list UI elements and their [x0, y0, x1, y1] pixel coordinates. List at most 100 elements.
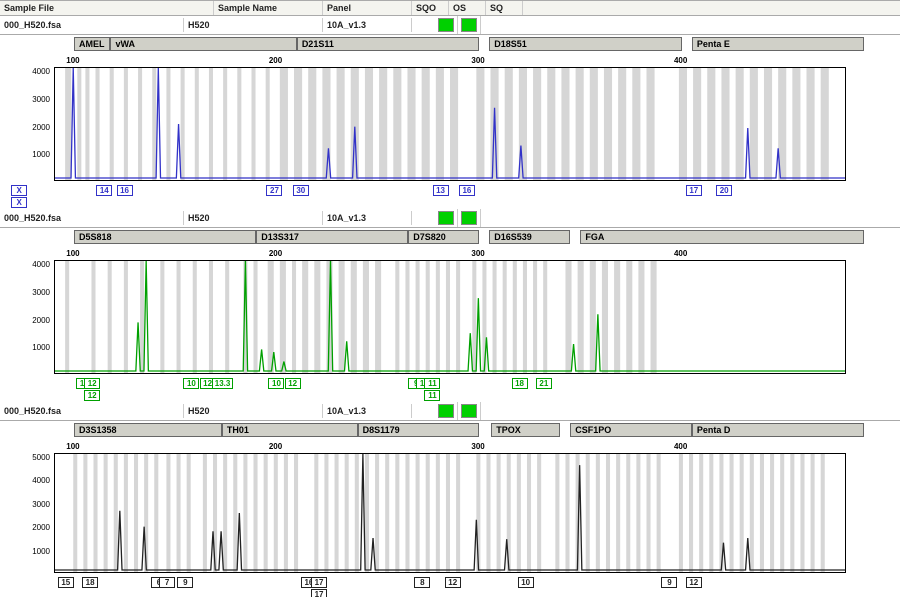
locus-vWA[interactable]: vWA	[110, 37, 296, 51]
x-tick: 200	[269, 249, 282, 258]
y-tick: 3000	[32, 95, 50, 104]
plot-container: 50004000300020001000	[0, 453, 900, 577]
allele-call[interactable]: 17	[311, 577, 327, 588]
y-tick: 3000	[32, 288, 50, 297]
sq-cell	[458, 16, 481, 34]
allele-call[interactable]: 30	[293, 185, 309, 196]
allele-row: X 14 16 27 30 13 16 17 20 X	[0, 185, 898, 209]
allele-call[interactable]: 16	[117, 185, 133, 196]
locus-row: D3S1358TH01D8S1179 TPOX CSF1POPenta D	[0, 421, 900, 441]
locus-AMEL[interactable]: AMEL	[74, 37, 110, 51]
panel-cell: 10A_v1.3	[323, 404, 412, 418]
locus-TH01[interactable]: TH01	[222, 423, 358, 437]
allele-call[interactable]: 8	[414, 577, 430, 588]
locus-D16S539[interactable]: D16S539	[489, 230, 570, 244]
allele-call[interactable]: X	[11, 185, 27, 196]
allele-call[interactable]: 12	[84, 378, 100, 389]
sample-cell: H520	[184, 404, 323, 418]
y-axis: 4000 3000 2000 1000	[20, 67, 50, 179]
allele-call[interactable]: X	[11, 197, 27, 208]
col-sq: SQ	[486, 1, 523, 15]
locus-D5S818[interactable]: D5S818	[74, 230, 256, 244]
allele-call[interactable]: 20	[716, 185, 732, 196]
y-tick: 3000	[32, 500, 50, 509]
allele-row: 1112101213.310129101118211211	[0, 378, 898, 402]
x-tick: 100	[66, 56, 79, 65]
sq-indicator	[461, 404, 477, 418]
x-tick: 100	[66, 442, 79, 451]
allele-call[interactable]: 12	[445, 577, 461, 588]
allele-call[interactable]: 14	[96, 185, 112, 196]
os-indicator	[438, 18, 454, 32]
x-tick: 300	[471, 249, 484, 258]
locus-D7S820[interactable]: D7S820	[408, 230, 479, 244]
allele-call[interactable]: 12	[686, 577, 702, 588]
allele-call[interactable]: 18	[512, 378, 528, 389]
allele-call[interactable]: 9	[661, 577, 677, 588]
root: Sample File Sample Name Panel SQO OS SQ …	[0, 0, 900, 597]
panel-0: 000_H520.fsa H520 10A_v1.3 AMELvWAD21S11…	[0, 16, 900, 209]
allele-call[interactable]: 10	[268, 378, 284, 389]
y-tick: 4000	[32, 260, 50, 269]
y-tick: 1000	[32, 547, 50, 556]
os-indicator	[438, 211, 454, 225]
locus-CSF1PO[interactable]: CSF1PO	[570, 423, 692, 437]
file-cell: 000_H520.fsa	[0, 18, 184, 32]
allele-call[interactable]: 12	[285, 378, 301, 389]
locus-D3S1358[interactable]: D3S1358	[74, 423, 222, 437]
allele-call[interactable]: 17	[311, 589, 327, 597]
locus-D18S51[interactable]: D18S51	[489, 37, 681, 51]
allele-call[interactable]: 18	[82, 577, 98, 588]
allele-call[interactable]: 15	[58, 577, 74, 588]
locus-D8S1179[interactable]: D8S1179	[358, 423, 480, 437]
x-axis: 100 200 300 400	[54, 441, 844, 453]
allele-row: 151867916178121091217	[0, 577, 898, 597]
y-tick: 2000	[32, 123, 50, 132]
allele-call[interactable]: 21	[536, 378, 552, 389]
locus-D21S11[interactable]: D21S11	[297, 37, 479, 51]
x-tick: 200	[269, 56, 282, 65]
x-tick: 200	[269, 442, 282, 451]
col-panel: Panel	[323, 1, 412, 15]
sample-cell: H520	[184, 211, 323, 225]
col-sample-name: Sample Name	[214, 1, 323, 15]
y-tick: 2000	[32, 316, 50, 325]
allele-call[interactable]: 13.3	[212, 378, 234, 389]
col-sample-file: Sample File	[0, 1, 214, 15]
info-row: 000_H520.fsa H520 10A_v1.3	[0, 16, 900, 35]
electropherogram	[54, 453, 846, 573]
allele-call[interactable]: 16	[459, 185, 475, 196]
sq-cell	[458, 209, 481, 227]
sq-indicator	[461, 18, 477, 32]
allele-call[interactable]: 10	[183, 378, 199, 389]
locus-FGA[interactable]: FGA	[580, 230, 864, 244]
x-tick: 400	[674, 249, 687, 258]
plot-container: 4000 3000 2000 1000	[0, 67, 900, 185]
x-tick: 400	[674, 442, 687, 451]
allele-call[interactable]: 12	[84, 390, 100, 401]
allele-call[interactable]: 11	[424, 390, 440, 401]
allele-call[interactable]: 11	[424, 378, 440, 389]
os-cell	[435, 16, 458, 34]
allele-call[interactable]: 9	[177, 577, 193, 588]
locus-TPOX[interactable]: TPOX	[491, 423, 560, 437]
panel-1: 000_H520.fsa H520 10A_v1.3 D5S818D13S317…	[0, 209, 900, 402]
y-tick: 1000	[32, 343, 50, 352]
allele-call[interactable]: 10	[518, 577, 534, 588]
locus-Penta E[interactable]: Penta E	[692, 37, 864, 51]
locus-Penta D[interactable]: Penta D	[692, 423, 864, 437]
locus-D13S317[interactable]: D13S317	[256, 230, 408, 244]
allele-call[interactable]: 13	[433, 185, 449, 196]
allele-call[interactable]: 17	[686, 185, 702, 196]
allele-call[interactable]: 27	[266, 185, 282, 196]
y-tick: 1000	[32, 150, 50, 159]
panel-2: 000_H520.fsa H520 10A_v1.3 D3S1358TH01D8…	[0, 402, 900, 597]
x-tick: 300	[471, 442, 484, 451]
plot-container: 4000 3000 2000 1000	[0, 260, 900, 378]
allele-call[interactable]: 7	[159, 577, 175, 588]
y-tick: 4000	[32, 67, 50, 76]
y-tick: 5000	[32, 453, 50, 462]
info-row: 000_H520.fsa H520 10A_v1.3	[0, 402, 900, 421]
sq-indicator	[461, 211, 477, 225]
column-header-row: Sample File Sample Name Panel SQO OS SQ	[0, 0, 900, 16]
